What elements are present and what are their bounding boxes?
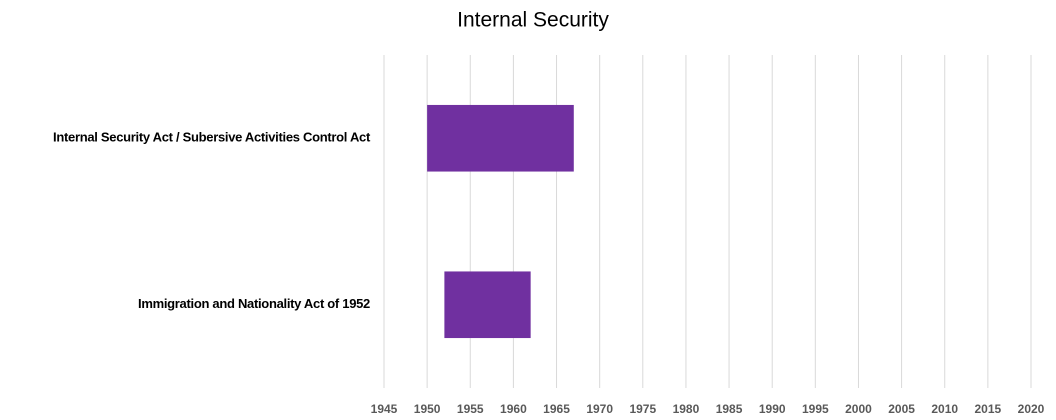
x-tick-label: 1975 <box>629 402 656 416</box>
x-tick-label: 1990 <box>759 402 786 416</box>
x-tick-label: 1965 <box>543 402 570 416</box>
bar <box>444 271 531 339</box>
x-tick-label: 1950 <box>414 402 441 416</box>
x-tick-label: 2010 <box>931 402 958 416</box>
x-tick-label: 1960 <box>500 402 527 416</box>
x-tick-label: 2015 <box>975 402 1002 416</box>
y-tick-label: Immigration and Nationality Act of 1952 <box>138 296 370 311</box>
x-tick-label: 1995 <box>802 402 829 416</box>
x-tick-label: 1985 <box>716 402 743 416</box>
x-tick-label: 1955 <box>457 402 484 416</box>
y-tick-label: Internal Security Act / Subersive Activi… <box>53 130 371 145</box>
bar <box>427 104 574 172</box>
x-tick-label: 1970 <box>586 402 613 416</box>
x-tick-label: 2005 <box>888 402 915 416</box>
x-tick-label: 1945 <box>371 402 398 416</box>
x-tick-label: 2020 <box>1018 402 1045 416</box>
x-tick-label: 1980 <box>673 402 700 416</box>
chart-title: Internal Security <box>457 9 609 32</box>
x-tick-label: 2000 <box>845 402 872 416</box>
